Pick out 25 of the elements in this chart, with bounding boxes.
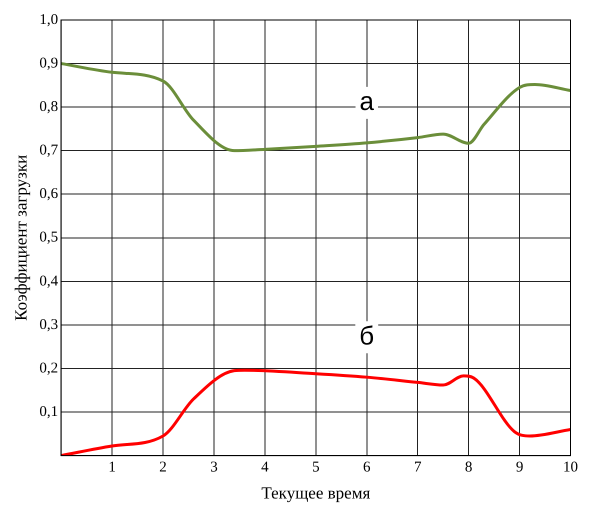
y-axis-title: Коэффициент загрузки	[12, 154, 31, 321]
y-tick-label: 0,4	[39, 273, 59, 290]
y-tick-label: 0,5	[39, 230, 58, 246]
x-tick-label: 2	[159, 460, 167, 476]
y-tick-label: 0,8	[39, 99, 58, 116]
y-tick-label: 0,7	[39, 142, 59, 159]
line-series	[61, 62, 570, 152]
x-tick-label: 8	[464, 460, 472, 476]
y-tick-label: 0,9	[39, 56, 58, 72]
y-tick-label: 0,2	[39, 360, 58, 376]
x-tick-label: 7	[414, 460, 422, 476]
x-tick-label: 3	[210, 460, 218, 476]
series-label: а	[360, 86, 375, 116]
y-tick-label: 1,0	[39, 12, 58, 28]
x-tick-label: 5	[312, 460, 320, 476]
y-tick-label: 0,6	[39, 186, 59, 202]
y-tick-label: 0,3	[39, 316, 58, 333]
x-tick-label: 9	[516, 460, 524, 476]
x-tick-label: 6	[363, 460, 372, 476]
x-axis-title: Текущее время	[261, 483, 370, 502]
x-tick-label: 4	[261, 460, 270, 476]
series-label: б	[359, 320, 374, 350]
y-tick-label: 0,1	[39, 404, 58, 420]
x-tick-label: 10	[563, 460, 578, 476]
x-tick-label: 1	[108, 460, 116, 476]
